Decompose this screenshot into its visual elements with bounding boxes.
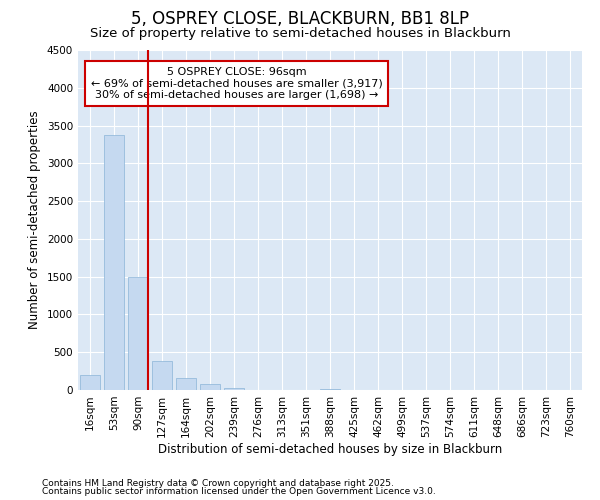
Bar (176, 378, 196, 390)
Y-axis label: Number of semi-detached properties: Number of semi-detached properties (28, 110, 41, 330)
Bar (80, 375, 100, 390)
Text: Contains HM Land Registry data © Crown copyright and database right 2025.: Contains HM Land Registry data © Crown c… (42, 478, 394, 488)
Text: Size of property relative to semi-detached houses in Blackburn: Size of property relative to semi-detach… (89, 28, 511, 40)
Bar (200, 384, 220, 390)
Text: 5 OSPREY CLOSE: 96sqm
← 69% of semi-detached houses are smaller (3,917)
30% of s: 5 OSPREY CLOSE: 96sqm ← 69% of semi-deta… (91, 67, 383, 100)
Bar (128, 276, 148, 390)
Bar (104, 135, 124, 390)
Text: 5, OSPREY CLOSE, BLACKBURN, BB1 8LP: 5, OSPREY CLOSE, BLACKBURN, BB1 8LP (131, 10, 469, 28)
Bar (224, 388, 244, 390)
Bar (152, 361, 172, 390)
Bar (320, 389, 340, 390)
X-axis label: Distribution of semi-detached houses by size in Blackburn: Distribution of semi-detached houses by … (158, 442, 502, 456)
Text: Contains public sector information licensed under the Open Government Licence v3: Contains public sector information licen… (42, 487, 436, 496)
